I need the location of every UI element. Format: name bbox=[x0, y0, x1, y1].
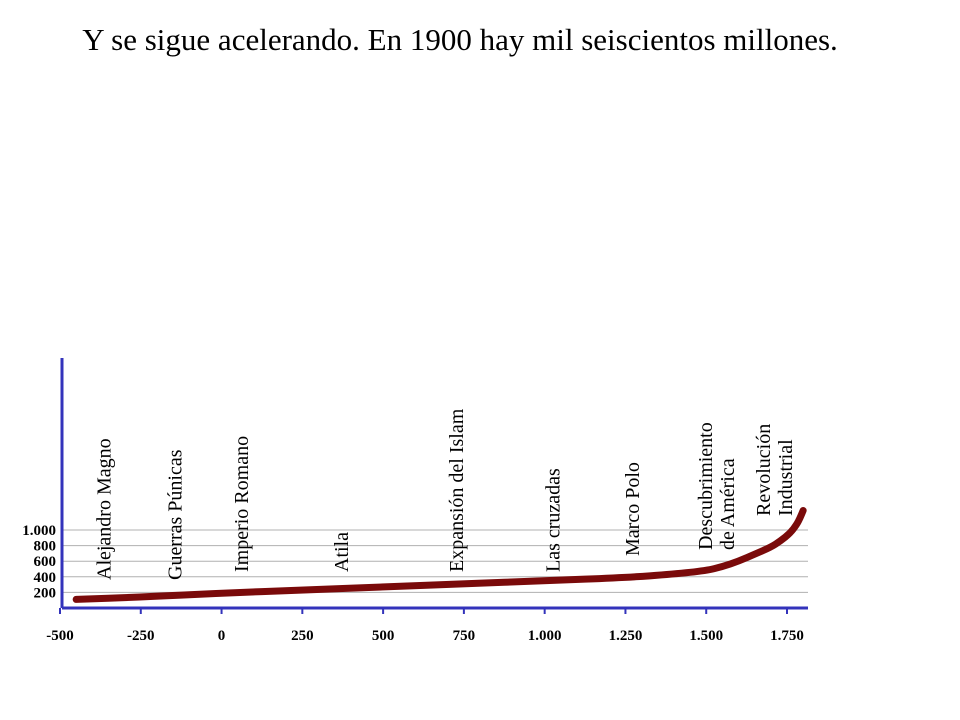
event-label: Las cruzadas bbox=[543, 468, 565, 572]
x-tick-label: -500 bbox=[46, 628, 74, 644]
event-annotation: Revolución Industrial bbox=[753, 424, 797, 516]
event-label: Expansión del Islam bbox=[446, 408, 468, 572]
y-tick-label: 800 bbox=[34, 539, 57, 555]
series-layer bbox=[72, 507, 807, 603]
event-label: Industrial bbox=[775, 439, 797, 516]
event-annotation: Marco Polo bbox=[622, 462, 644, 556]
event-annotation: Alejandro Magno bbox=[94, 438, 116, 580]
event-annotation: Descubrimiento de América bbox=[695, 422, 739, 550]
x-tick-label: 1.000 bbox=[528, 628, 562, 644]
chart-title: Y se sigue acelerando. En 1900 hay mil s… bbox=[82, 22, 838, 57]
x-tick-label: 500 bbox=[372, 628, 395, 644]
event-annotation: Atila bbox=[331, 532, 353, 572]
event-annotation: Guerras Púnicas bbox=[165, 449, 187, 580]
event-label: Descubrimiento bbox=[695, 422, 717, 550]
event-annotation: Expansión del Islam bbox=[446, 408, 468, 572]
x-tick-label: -250 bbox=[127, 628, 155, 644]
event-annotation: Las cruzadas bbox=[543, 468, 565, 572]
x-tick-label: 1.500 bbox=[689, 628, 723, 644]
event-label: Guerras Púnicas bbox=[165, 449, 187, 580]
y-tick-label: 200 bbox=[34, 585, 57, 601]
event-label: Atila bbox=[331, 532, 353, 572]
event-label: Imperio Romano bbox=[231, 436, 253, 572]
series-line-population bbox=[72, 507, 807, 603]
y-tick-label: 400 bbox=[34, 570, 57, 586]
y-tick-label: 1.000 bbox=[22, 523, 56, 539]
event-label: Revolución bbox=[753, 424, 775, 516]
event-label: Marco Polo bbox=[622, 462, 644, 556]
x-axis-ticks: -500 -250 0 250 500 750 1.000 1.250 1.500 1.750 bbox=[46, 608, 804, 644]
y-tick-label: 600 bbox=[34, 554, 57, 570]
event-label: de América bbox=[717, 458, 739, 550]
axes bbox=[60, 358, 808, 610]
x-tick-label: 1.750 bbox=[770, 628, 804, 644]
x-tick-label: 750 bbox=[453, 628, 476, 644]
event-annotation: Imperio Romano bbox=[231, 436, 253, 572]
event-label: Alejandro Magno bbox=[94, 438, 116, 580]
x-tick-label: 250 bbox=[291, 628, 314, 644]
x-tick-label: 0 bbox=[218, 628, 226, 644]
x-tick-label: 1.250 bbox=[609, 628, 643, 644]
event-annotations: Alejandro Magno Guerras Púnicas Imperio Ro… bbox=[94, 408, 797, 580]
